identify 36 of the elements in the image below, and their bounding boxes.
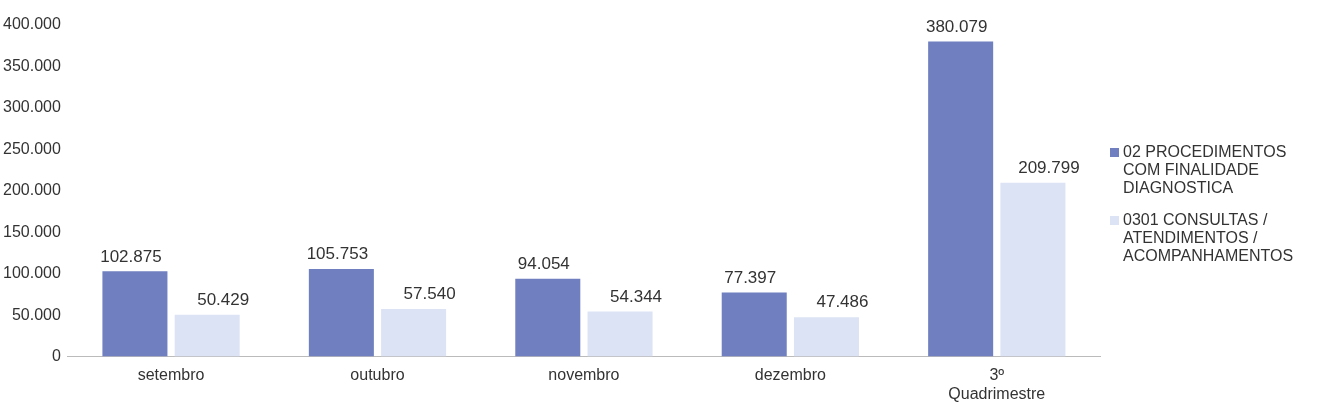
data-label: 54.344 bbox=[610, 286, 663, 306]
y-tick-label: 100.000 bbox=[2, 264, 61, 282]
bar bbox=[515, 278, 581, 357]
x-tick-label: dezembro bbox=[754, 365, 827, 383]
data-label: 209.799 bbox=[1018, 157, 1080, 177]
data-label: 57.540 bbox=[403, 284, 456, 304]
bar bbox=[587, 311, 653, 357]
data-label: 50.429 bbox=[197, 289, 250, 309]
y-tick-label: 300.000 bbox=[2, 98, 61, 116]
y-tick-label: 350.000 bbox=[2, 56, 61, 74]
data-label: 102.875 bbox=[100, 246, 162, 266]
bar bbox=[793, 317, 859, 357]
bar bbox=[928, 41, 994, 357]
y-tick-label: 150.000 bbox=[2, 222, 61, 240]
bar bbox=[308, 268, 374, 357]
y-tick-label: 250.000 bbox=[2, 139, 61, 157]
y-tick-label: 400.000 bbox=[2, 15, 61, 33]
data-label: 380.079 bbox=[925, 16, 988, 36]
x-tick-label: 3º Quadrimestre bbox=[948, 365, 1046, 402]
y-tick-label: 200.000 bbox=[2, 181, 61, 199]
data-label: 47.486 bbox=[816, 292, 869, 312]
x-tick-label: novembro bbox=[548, 365, 620, 383]
bar bbox=[174, 314, 240, 357]
x-tick-label: setembro bbox=[137, 365, 205, 383]
x-tick-label: outubro bbox=[350, 365, 405, 383]
data-label: 94.054 bbox=[517, 253, 570, 273]
legend-label: 0301 CONSULTAS / ATENDIMENTOS / ACOMPANHAMENTOS bbox=[1123, 210, 1295, 265]
bar bbox=[102, 271, 168, 357]
y-tick-label: 50.000 bbox=[11, 305, 61, 323]
bar bbox=[381, 308, 447, 357]
data-label: 77.397 bbox=[724, 267, 777, 287]
data-label: 105.753 bbox=[306, 244, 369, 264]
bar bbox=[721, 292, 787, 357]
y-tick-label: 0 bbox=[51, 347, 61, 365]
legend-label: 02 PROCEDIMENTOS COM FINALIDADE DIAGNOSTICA bbox=[1123, 142, 1288, 197]
bar bbox=[1000, 182, 1066, 357]
